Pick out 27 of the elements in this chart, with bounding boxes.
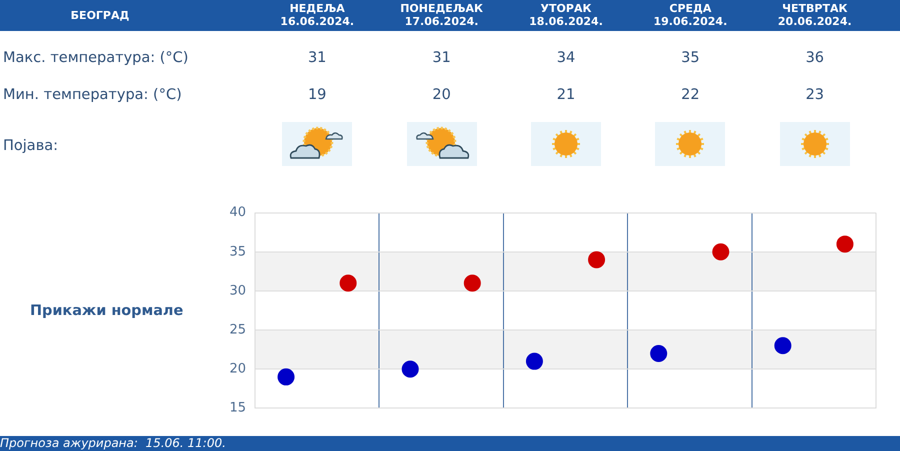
text: Појава: bbox=[3, 138, 58, 154]
data-label: 20 bbox=[431, 87, 452, 103]
text: УТОРАК 18.06.2024. bbox=[528, 2, 604, 28]
data-label: 36 bbox=[804, 50, 826, 66]
data-label: 34 bbox=[556, 50, 576, 66]
y-tick-label: 35 bbox=[229, 244, 246, 260]
text: Прогноза ажурирана: 15.06. 11:00. bbox=[0, 436, 226, 450]
y-tick-label: 15 bbox=[229, 400, 246, 416]
y-tick-label: 25 bbox=[229, 322, 246, 338]
text: СРЕДА 19.06.2024. bbox=[652, 2, 728, 28]
text: Мин. температура: (°C) bbox=[3, 87, 182, 103]
y-tick-label: 40 bbox=[229, 205, 246, 220]
data-label: 19 bbox=[306, 87, 328, 103]
text: БЕОГРАД bbox=[70, 9, 130, 22]
text: Прикажи нормале bbox=[30, 303, 184, 319]
data-label: 31 bbox=[431, 50, 452, 66]
data-label: 23 bbox=[804, 87, 826, 103]
data-label: 22 bbox=[680, 87, 701, 103]
data-label: 35 bbox=[680, 50, 701, 66]
y-tick-label: 30 bbox=[229, 283, 246, 298]
data-label: 21 bbox=[556, 87, 576, 103]
y-tick-label: 20 bbox=[229, 361, 246, 376]
data-label: 31 bbox=[306, 50, 328, 66]
text: ЧЕТВРТАК 20.06.2024. bbox=[776, 2, 853, 28]
text: НЕДЕЉА 16.06.2024. bbox=[279, 2, 356, 28]
text: Макс. температура: (°C) bbox=[3, 50, 188, 66]
text: ПОНЕДЕЉАК 17.06.2024. bbox=[399, 2, 484, 28]
